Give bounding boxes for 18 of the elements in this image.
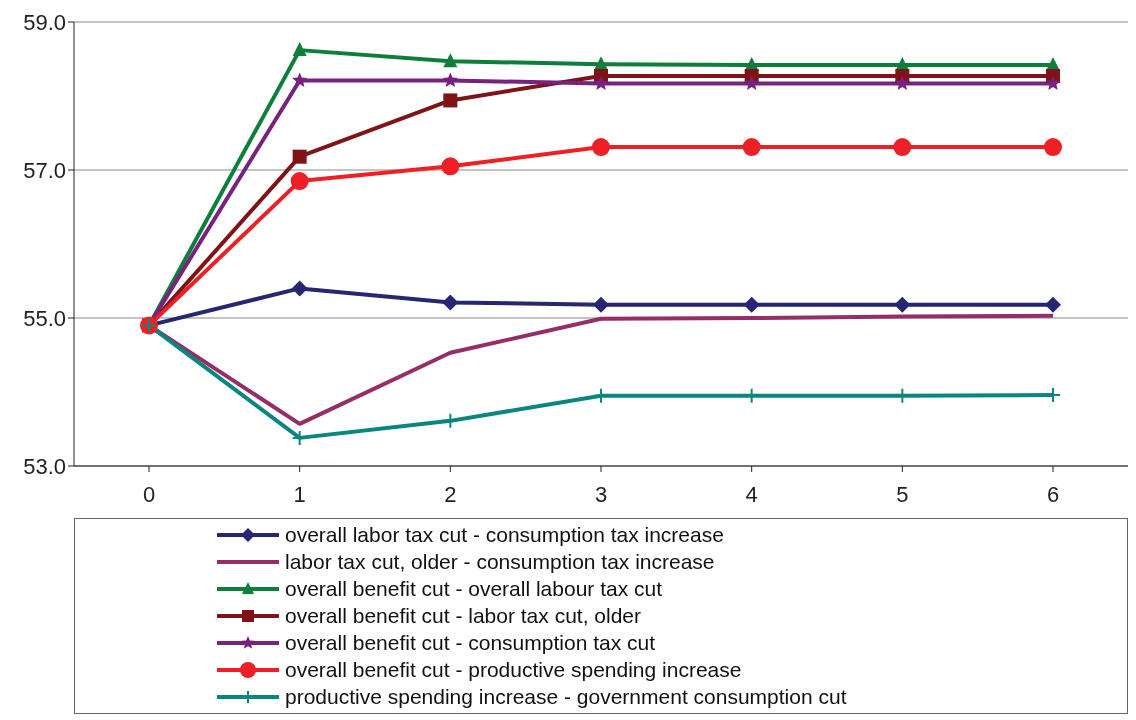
legend-label: overall benefit cut - consumption tax cut — [285, 630, 656, 655]
legend-label: overall benefit cut - labor tax cut, older — [285, 603, 642, 628]
legend-label: labor tax cut, older - consumption tax increase — [285, 549, 715, 574]
legend-label: overall benefit cut - overall labour tax cut — [285, 576, 663, 601]
x-tick-label: 2 — [444, 481, 457, 507]
y-tick-label: 53.0 — [23, 453, 66, 479]
y-tick-label: 59.0 — [23, 9, 66, 35]
x-tick-label: 5 — [896, 481, 909, 507]
y-tick-label: 55.0 — [23, 305, 66, 331]
legend-label: productive spending increase - government consumption cut — [285, 684, 847, 709]
x-tick-label: 3 — [594, 481, 608, 507]
x-tick-label: 0 — [142, 481, 156, 507]
legend-label: overall benefit cut - productive spending increase — [285, 657, 742, 682]
x-tick-label: 6 — [1046, 481, 1060, 507]
legend-label: overall labor tax cut - consumption tax increase — [285, 522, 724, 547]
x-tick-label: 4 — [745, 481, 758, 507]
x-tick-label: 1 — [293, 481, 306, 507]
y-tick-label: 57.0 — [23, 157, 66, 183]
